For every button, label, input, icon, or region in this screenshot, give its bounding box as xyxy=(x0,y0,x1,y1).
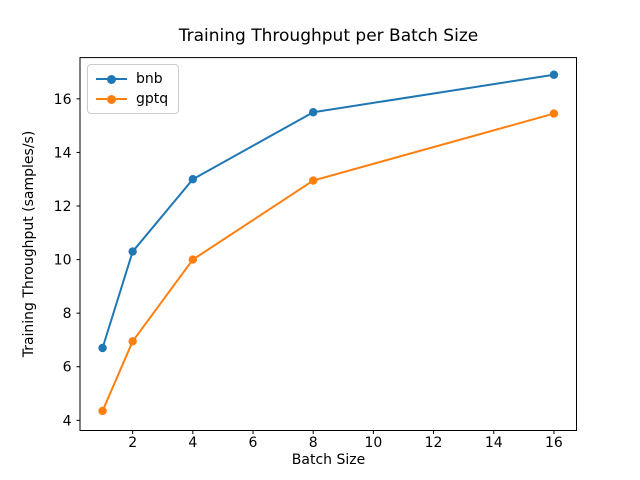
legend-entry-bnb: bnb xyxy=(96,69,168,89)
x-tick-label: 16 xyxy=(545,435,563,451)
gptq-marker xyxy=(98,406,107,416)
gptq-marker xyxy=(128,337,137,346)
legend: bnb gptq xyxy=(87,64,180,114)
gptq-marker xyxy=(549,109,559,118)
y-tick-label: 14 xyxy=(54,145,72,161)
chart-title: Training Throughput per Batch Size xyxy=(178,26,479,46)
y-tick-label: 4 xyxy=(63,413,72,429)
y-tick-label: 8 xyxy=(63,306,72,322)
y-tick-label: 6 xyxy=(63,360,72,376)
x-tick-label: 12 xyxy=(425,435,443,451)
bnb-marker-swatch xyxy=(107,74,116,84)
plot-area xyxy=(79,57,577,431)
x-tick-label: 8 xyxy=(309,435,318,451)
gptq-marker xyxy=(188,255,198,264)
gptq-marker xyxy=(309,176,318,185)
bnb-marker xyxy=(98,343,107,353)
x-tick-label: 14 xyxy=(485,435,503,451)
bnb-marker xyxy=(309,108,318,117)
gptq-marker-swatch xyxy=(107,94,116,104)
x-tick-label: 6 xyxy=(249,435,258,451)
bnb-marker xyxy=(549,70,559,79)
x-tick-label: 4 xyxy=(188,435,197,451)
legend-label-bnb: bnb xyxy=(136,71,163,87)
y-tick-label: 12 xyxy=(54,199,72,215)
x-axis-label: Batch Size xyxy=(291,452,366,468)
bnb-marker xyxy=(188,175,198,184)
y-axis-label: Training Throughput (samples/s) xyxy=(21,130,37,358)
legend-entry-gptq: gptq xyxy=(96,89,168,109)
gptq-line-swatch xyxy=(96,94,127,104)
x-tick-label: 2 xyxy=(128,435,137,451)
bnb-line-swatch xyxy=(96,74,127,84)
legend-label-gptq: gptq xyxy=(136,91,169,107)
y-tick-label: 10 xyxy=(54,253,72,269)
x-tick-label: 10 xyxy=(364,435,382,451)
y-tick-label: 16 xyxy=(54,92,72,108)
bnb-marker xyxy=(128,247,137,256)
